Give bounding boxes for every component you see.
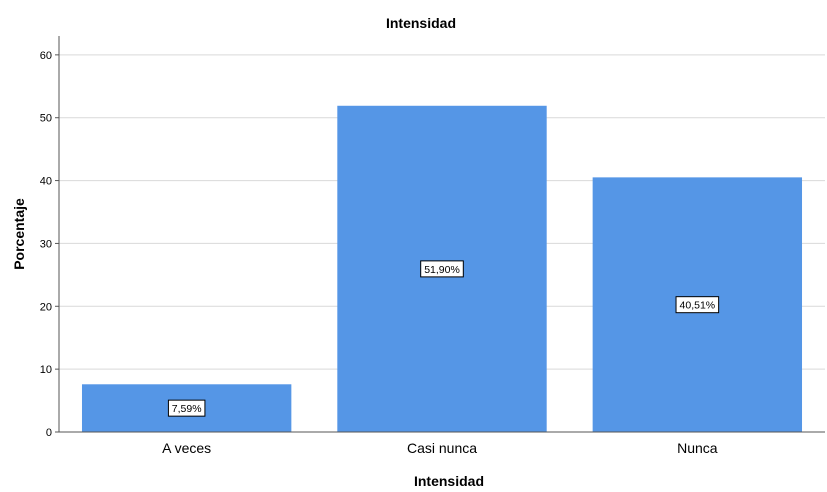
y-tick-label: 20 [40,301,52,313]
y-tick-label: 0 [46,427,52,439]
data-label: 51,90% [424,264,460,276]
y-tick-label: 50 [40,113,52,125]
x-axis-title: Intensidad [414,473,484,487]
y-tick-label: 10 [40,364,52,376]
y-tick-label: 40 [40,176,52,188]
data-label: 40,51% [680,300,716,312]
x-tick-labels: A veces Casi nunca Nunca [162,440,718,456]
chart-title: Intensidad [386,15,456,31]
axes [58,36,825,433]
y-tick-label: 60 [40,50,52,62]
x-tick-label: Nunca [677,440,718,456]
y-tick-labels: 0 10 20 30 40 50 60 [40,50,59,439]
y-tick-label: 30 [40,238,52,250]
y-axis-title: Porcentaje [11,198,27,270]
data-label-box [420,260,464,278]
x-tick-label: A veces [162,440,211,456]
data-label: 7,59% [172,403,202,415]
data-labels: 7,59% 51,90% 40,51% [167,260,720,417]
data-label-box [167,399,206,417]
data-label-box [675,296,720,314]
x-tick-label: Casi nunca [407,440,477,456]
